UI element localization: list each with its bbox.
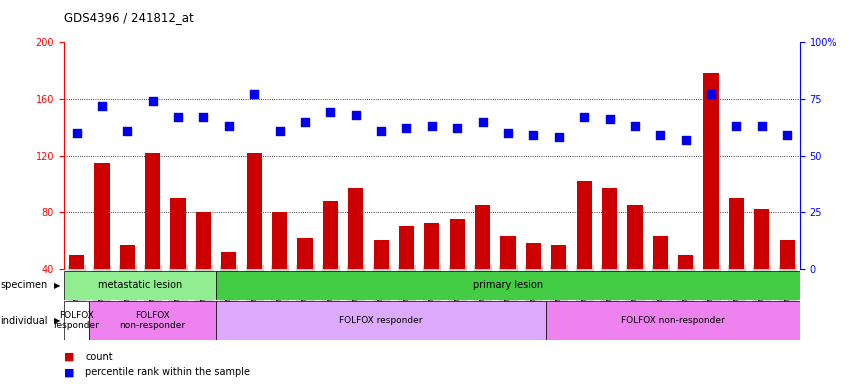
Bar: [399, 226, 414, 326]
Point: [70, 130, 83, 136]
Bar: [577, 181, 591, 326]
Text: specimen: specimen: [0, 280, 48, 290]
Point: [628, 123, 642, 129]
Bar: [145, 153, 160, 326]
Bar: [526, 243, 541, 326]
Text: metastatic lesion: metastatic lesion: [98, 280, 182, 290]
Point: [552, 134, 566, 141]
Point: [121, 127, 134, 134]
Bar: [247, 153, 262, 326]
Point: [425, 123, 438, 129]
Bar: [272, 212, 287, 326]
Bar: [551, 245, 567, 326]
Bar: [69, 255, 84, 326]
Bar: [297, 238, 312, 326]
Text: count: count: [85, 352, 112, 362]
Point: [755, 123, 768, 129]
Bar: [64, 301, 89, 340]
Point: [705, 91, 718, 98]
Point: [400, 125, 414, 131]
Text: ■: ■: [64, 367, 74, 377]
Text: FOLFOX
non-responder: FOLFOX non-responder: [120, 311, 186, 330]
Point: [577, 114, 591, 120]
Point: [780, 132, 794, 138]
Point: [323, 109, 337, 116]
Text: ■: ■: [64, 352, 74, 362]
Text: FOLFOX responder: FOLFOX responder: [340, 316, 423, 325]
Bar: [64, 271, 216, 300]
Bar: [728, 198, 744, 326]
Bar: [627, 205, 643, 326]
Point: [729, 123, 743, 129]
Text: ▶: ▶: [54, 281, 60, 290]
Bar: [216, 271, 800, 300]
Point: [171, 114, 185, 120]
Bar: [546, 301, 800, 340]
Bar: [449, 219, 465, 326]
Text: ▶: ▶: [54, 316, 60, 325]
Text: percentile rank within the sample: percentile rank within the sample: [85, 367, 250, 377]
Bar: [475, 205, 490, 326]
Point: [450, 125, 464, 131]
Bar: [216, 301, 546, 340]
Point: [273, 127, 287, 134]
Text: individual: individual: [0, 316, 48, 326]
Point: [248, 91, 261, 98]
Bar: [374, 240, 389, 326]
Point: [603, 116, 616, 122]
Text: primary lesion: primary lesion: [473, 280, 543, 290]
Point: [374, 127, 388, 134]
Point: [349, 112, 363, 118]
Bar: [653, 236, 668, 326]
Bar: [94, 162, 110, 326]
Bar: [196, 212, 211, 326]
Bar: [323, 201, 338, 326]
Point: [679, 137, 693, 143]
Bar: [602, 188, 617, 326]
Point: [222, 123, 236, 129]
Point: [197, 114, 210, 120]
Bar: [348, 188, 363, 326]
Bar: [425, 223, 439, 326]
Text: GDS4396 / 241812_at: GDS4396 / 241812_at: [64, 12, 193, 25]
Point: [146, 98, 159, 104]
Bar: [170, 198, 186, 326]
Bar: [221, 252, 237, 326]
Point: [95, 103, 109, 109]
Point: [476, 118, 489, 124]
Point: [527, 132, 540, 138]
Text: FOLFOX non-responder: FOLFOX non-responder: [621, 316, 725, 325]
Bar: [704, 73, 719, 326]
Point: [654, 132, 667, 138]
Bar: [780, 240, 795, 326]
Bar: [678, 255, 694, 326]
Point: [501, 130, 515, 136]
Bar: [120, 245, 135, 326]
Point: [298, 118, 311, 124]
Bar: [89, 301, 216, 340]
Text: FOLFOX
responder: FOLFOX responder: [54, 311, 100, 330]
Bar: [500, 236, 516, 326]
Bar: [754, 209, 769, 326]
